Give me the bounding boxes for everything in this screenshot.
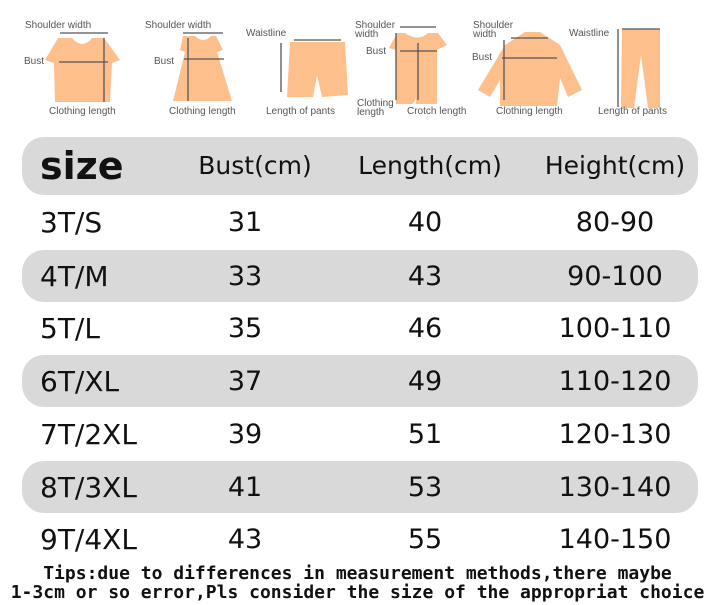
table-row: 6T/XL 37 49 110-120: [0, 355, 715, 409]
pants-length-label: Length of pants: [598, 106, 667, 117]
tshirt-bust-label: Bust: [24, 56, 45, 67]
cell-height: 130-140: [558, 472, 672, 503]
row-band: [22, 355, 698, 407]
table-row: 8T/3XL 41 53 130-140: [0, 461, 715, 515]
table-row: 7T/2XL 39 51 120-130: [0, 408, 715, 462]
romper-bust-label: Bust: [366, 46, 387, 57]
header-size: size: [40, 144, 124, 188]
cell-bust: 43: [227, 524, 263, 555]
header-length: Length(cm): [358, 151, 502, 180]
cell-length: 49: [407, 366, 443, 397]
tips-line-2: 1-3cm or so error,Pls consider the size …: [10, 582, 705, 603]
dress-bust-label: Bust: [154, 56, 175, 67]
tshirt-shoulder-label: Shoulder width: [25, 20, 92, 31]
tshirt-length-label: Clothing length: [49, 106, 116, 117]
cell-length: 40: [407, 207, 443, 238]
cell-size: 5T/L: [40, 312, 100, 345]
row-band: [22, 250, 698, 302]
cell-bust: 31: [227, 207, 263, 238]
cell-length: 55: [407, 524, 443, 555]
cell-size: 4T/M: [40, 260, 109, 293]
romper-crotch-label: Crotch length: [407, 106, 467, 117]
table-row: 9T/4XL 43 55 140-150: [0, 513, 715, 567]
cell-bust: 39: [227, 419, 263, 450]
cell-bust: 41: [227, 472, 263, 503]
table-row: 4T/M 33 43 90-100: [0, 250, 715, 304]
pants-waist-label: Waistline: [569, 28, 610, 39]
header-bust: Bust(cm): [198, 151, 312, 180]
cell-height: 80-90: [575, 207, 655, 238]
tips-line-1: Tips:due to differences in measurement m…: [43, 563, 672, 584]
cell-length: 43: [407, 261, 443, 292]
romper-length-label: Clothing length: [357, 98, 394, 118]
cell-size: 8T/3XL: [40, 471, 137, 504]
dress-shoulder-label: Shoulder width: [145, 20, 212, 31]
table-row: 5T/L 35 46 100-110: [0, 302, 715, 356]
row-band: [22, 461, 698, 513]
cell-bust: 33: [227, 261, 263, 292]
header-band: [22, 137, 698, 195]
cell-length: 51: [407, 419, 443, 450]
cell-height: 140-150: [558, 524, 672, 555]
jacket-bust-label: Bust: [472, 52, 493, 63]
cell-size: 6T/XL: [40, 365, 120, 398]
jacket-length-label: Clothing length: [496, 106, 563, 117]
cell-length: 53: [407, 472, 443, 503]
cell-length: 46: [407, 313, 443, 344]
tshirt-shape: [45, 38, 120, 102]
jacket-shape: [478, 32, 582, 106]
cell-bust: 37: [227, 366, 263, 397]
shorts-length-label: Length of pants: [266, 106, 335, 117]
cell-height: 120-130: [558, 419, 672, 450]
table-header: size Bust(cm) Length(cm) Height(cm): [0, 139, 715, 193]
cell-height: 100-110: [558, 313, 672, 344]
dress-shape: [173, 36, 232, 101]
garment-diagrams: [45, 26, 660, 108]
shorts-shape: [287, 42, 348, 97]
cell-bust: 35: [227, 313, 263, 344]
cell-height: 90-100: [567, 261, 663, 292]
cell-size: 3T/S: [40, 206, 103, 239]
jacket-shoulder-label: Shoulder width: [473, 20, 514, 40]
cell-height: 110-120: [558, 366, 672, 397]
romper-shoulder-label: Shoulder width: [355, 20, 396, 40]
table-row: 3T/S 31 40 80-90: [0, 196, 715, 250]
cell-size: 7T/2XL: [40, 418, 137, 451]
shorts-waist-label: Waistline: [246, 28, 287, 39]
dress-length-label: Clothing length: [169, 106, 236, 117]
cell-size: 9T/4XL: [40, 523, 137, 556]
header-height: Height(cm): [544, 151, 686, 180]
pants-shape: [621, 29, 660, 108]
